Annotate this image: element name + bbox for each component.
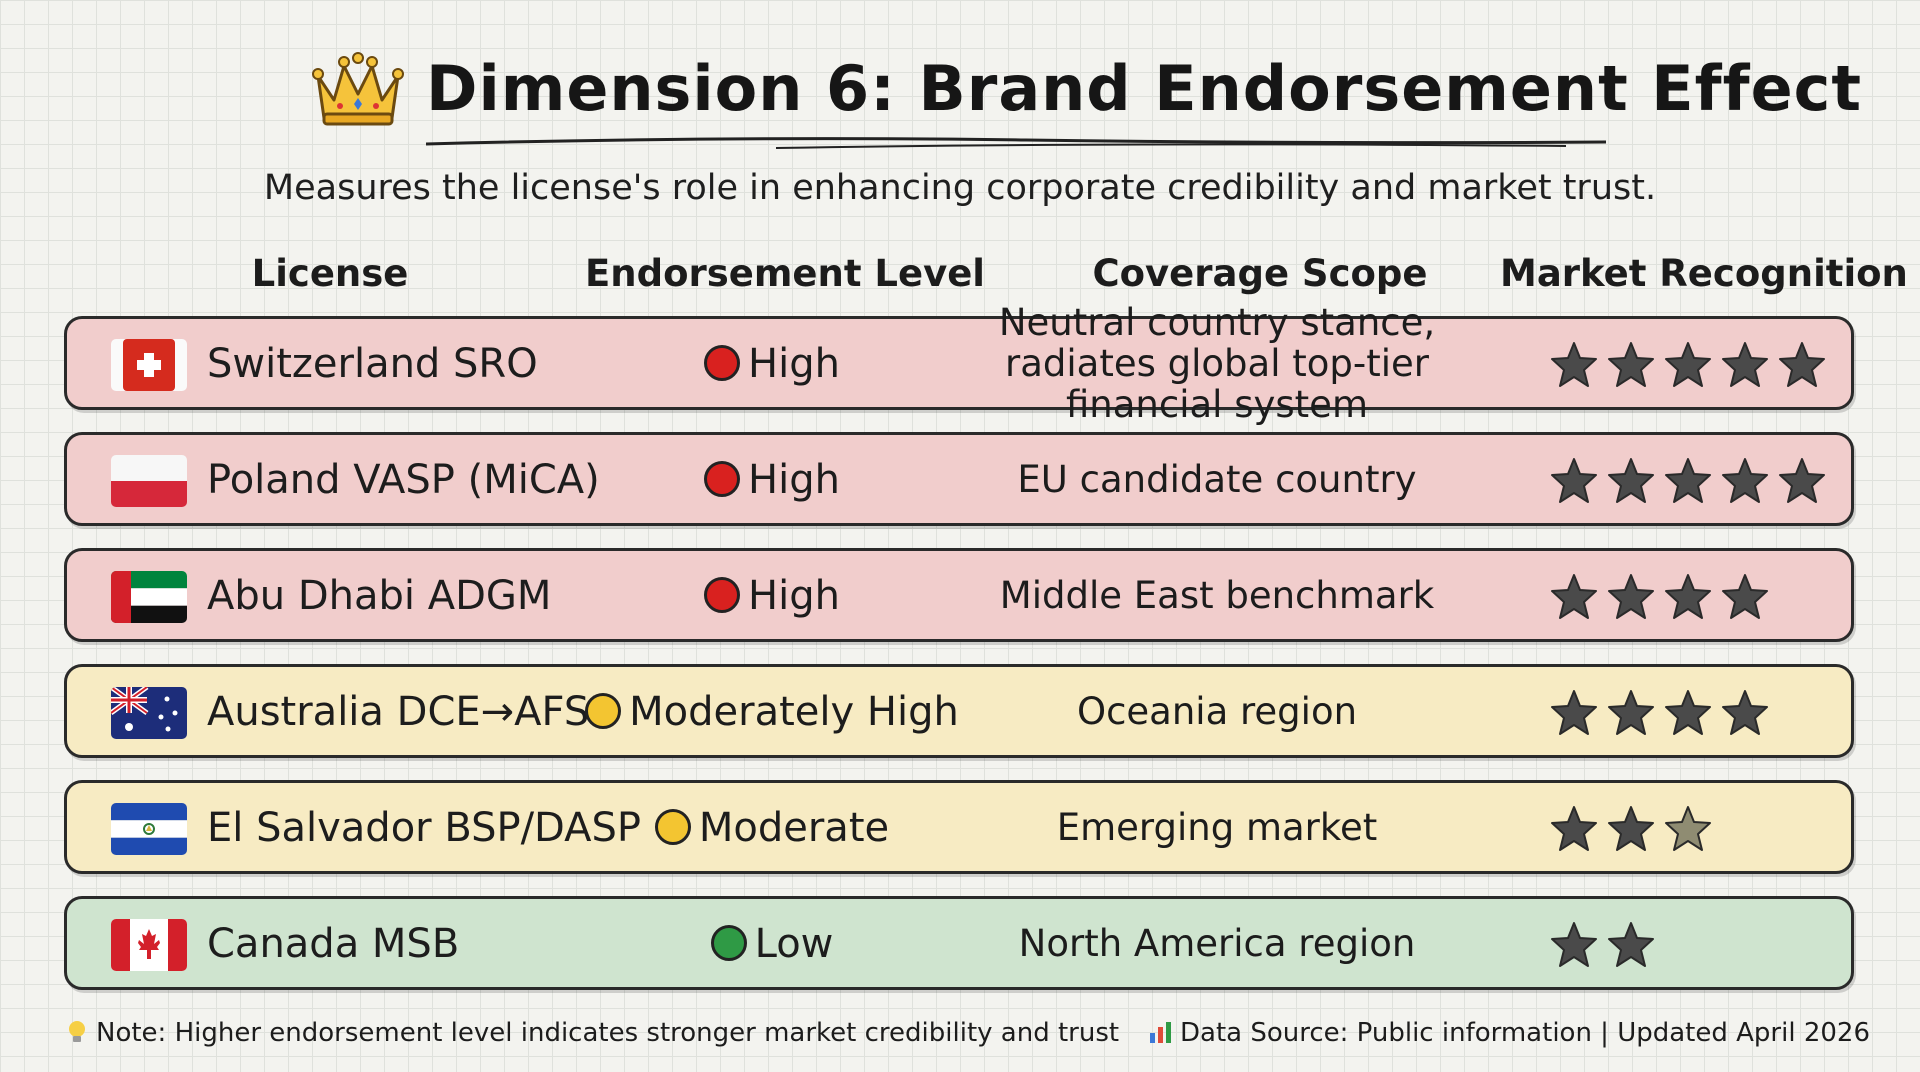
level-label: High [748, 341, 840, 387]
header-coverage-scope: Coverage Scope [1092, 252, 1428, 295]
uae-flag-icon [111, 571, 187, 623]
star-icon [1549, 573, 1599, 621]
crown-icon [312, 52, 404, 126]
coverage-scope: Emerging market [1056, 805, 1378, 849]
level-label: Moderate [698, 805, 890, 851]
star-icon [1663, 689, 1713, 737]
star-icon [1606, 573, 1656, 621]
star-icon [1720, 573, 1770, 621]
star-icon [1663, 457, 1713, 505]
star-rating [1549, 457, 1834, 505]
star-icon [1549, 457, 1599, 505]
coverage-scope: Oceania region [1076, 689, 1358, 733]
coverage-scope: EU candidate country [1017, 457, 1417, 501]
footer-note: Note: Higher endorsement level indicates… [64, 1018, 1119, 1048]
star-icon [1606, 457, 1656, 505]
star-icon [1549, 805, 1599, 853]
star-icon [1720, 341, 1770, 389]
footer-source-text: Data Source: Public information | Update… [1179, 1018, 1870, 1048]
star-rating [1549, 689, 1777, 737]
star-rating [1549, 921, 1663, 969]
red-dot-icon [704, 461, 741, 497]
header-license: License [251, 252, 409, 295]
table-row: Switzerland SRO High Neutral country sta… [64, 300, 1854, 426]
license-name: Switzerland SRO [207, 341, 538, 387]
star-rating [1549, 341, 1834, 389]
star-icon [1606, 341, 1656, 389]
star-icon [1720, 689, 1770, 737]
star-icon [1606, 805, 1656, 853]
table-row: Australia DCE→AFSL Moderately High Ocean… [64, 664, 1854, 758]
table-row: Abu Dhabi ADGM High Middle East benchmar… [64, 548, 1854, 642]
table-row: Canada MSB Low North America region [64, 896, 1854, 990]
switzerland-flag-icon [111, 339, 187, 391]
star-icon [1549, 921, 1599, 969]
star-icon [1549, 689, 1599, 737]
license-name: Abu Dhabi ADGM [207, 573, 552, 619]
endorsement-level: Moderately High [537, 689, 1007, 735]
license-name: Canada MSB [207, 921, 460, 967]
yellow-dot-icon [585, 693, 622, 729]
subtitle: Measures the license's role in enhancing… [263, 168, 1657, 208]
yellow-dot-icon [654, 809, 691, 845]
title-underline [426, 137, 1606, 149]
bar-chart-icon [1149, 1022, 1171, 1043]
star-icon [1663, 341, 1713, 389]
star-icon [1777, 341, 1827, 389]
endorsement-level: Low [537, 921, 1007, 967]
red-dot-icon [704, 577, 741, 613]
table-row: Poland VASP (MiCA) High EU candidate cou… [64, 432, 1854, 526]
star-icon [1663, 573, 1713, 621]
license-name: El Salvador BSP/DASP [207, 805, 642, 851]
level-label: High [748, 573, 840, 619]
star-icon [1663, 805, 1713, 853]
page-title: Dimension 6: Brand Endorsement Effect [426, 52, 1863, 125]
green-dot-icon [710, 925, 747, 961]
star-icon [1777, 457, 1827, 505]
star-icon [1720, 457, 1770, 505]
table-header: License Endorsement Level Coverage Scope… [0, 252, 1920, 302]
coverage-scope: North America region [1018, 921, 1416, 965]
level-label: Low [754, 921, 834, 967]
license-name: Australia DCE→AFSL [207, 689, 612, 735]
star-icon [1549, 341, 1599, 389]
star-icon [1606, 921, 1656, 969]
poland-flag-icon [111, 455, 187, 507]
title-area: Dimension 6: Brand Endorsement Effect [0, 40, 1920, 150]
header-market-recognition: Market Recognition [1500, 252, 1908, 295]
level-label: Moderately High [629, 689, 959, 735]
endorsement-level: High [537, 457, 1007, 503]
el-salvador-flag-icon [111, 803, 187, 855]
endorsement-level: Moderate [537, 805, 1007, 851]
red-dot-icon [704, 345, 741, 381]
star-icon [1606, 689, 1656, 737]
star-rating [1549, 573, 1777, 621]
level-label: High [748, 457, 840, 503]
australia-flag-icon [111, 687, 187, 739]
license-name: Poland VASP (MiCA) [207, 457, 600, 503]
lightbulb-icon [69, 1021, 85, 1042]
footer-note-text: Note: Higher endorsement level indicates… [96, 1018, 1120, 1048]
coverage-scope: Neutral country stance, radiates global … [998, 300, 1436, 426]
canada-flag-icon [111, 919, 187, 971]
table-row: El Salvador BSP/DASP Moderate Emerging m… [64, 780, 1854, 874]
endorsement-level: High [537, 341, 1007, 387]
coverage-scope: Middle East benchmark [999, 573, 1435, 617]
footer-source: Data Source: Public information | Update… [1148, 1018, 1870, 1048]
header-endorsement-level: Endorsement Level [584, 252, 985, 295]
star-rating [1549, 805, 1720, 853]
endorsement-level: High [537, 573, 1007, 619]
